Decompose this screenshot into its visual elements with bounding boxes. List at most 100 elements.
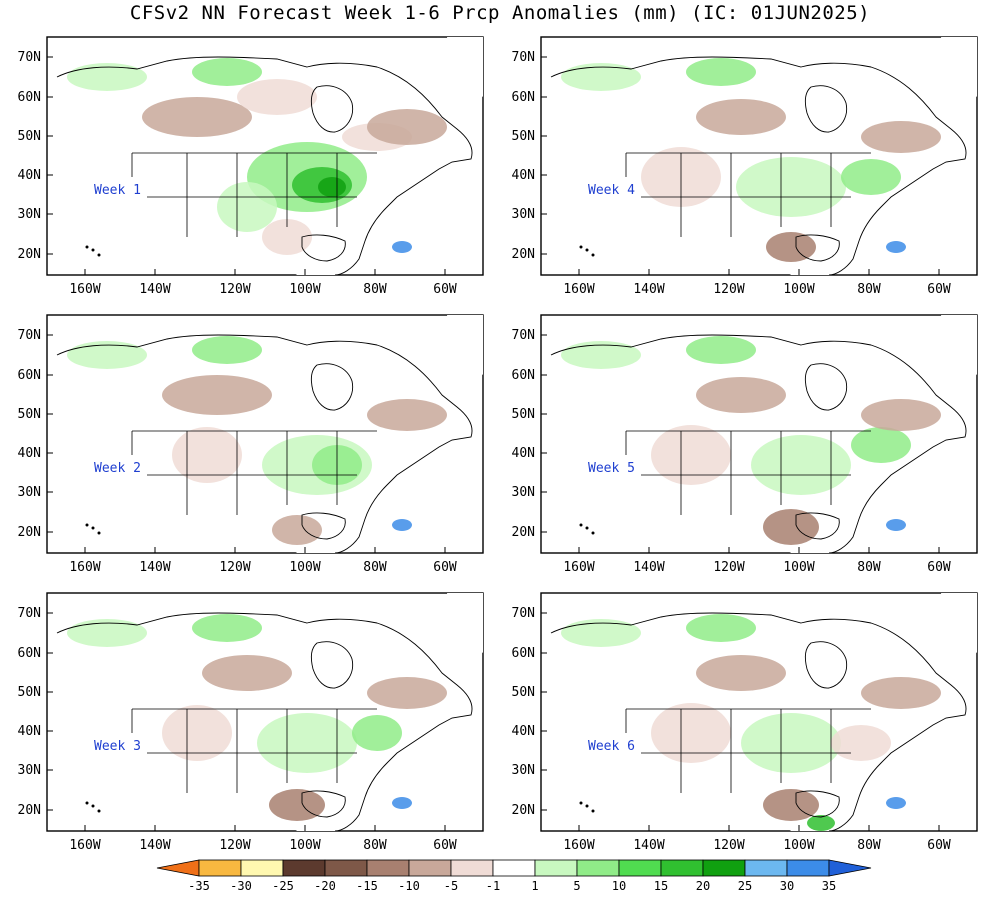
lat-label: 60N bbox=[512, 368, 535, 383]
colorbar-segment bbox=[744, 859, 788, 877]
map-area bbox=[56, 37, 483, 275]
anomaly-area bbox=[861, 677, 941, 709]
lat-label: 40N bbox=[18, 724, 41, 739]
hawaii-island bbox=[579, 801, 583, 805]
week-label: Week 3 bbox=[94, 739, 141, 754]
lon-label: 100W bbox=[289, 838, 320, 853]
coastline bbox=[550, 334, 967, 553]
lat-label: 40N bbox=[512, 724, 535, 739]
colorbar-segment bbox=[618, 859, 662, 877]
lon-label: 80W bbox=[363, 282, 387, 297]
anomaly-area bbox=[192, 336, 262, 364]
gulf-outline bbox=[301, 234, 346, 262]
anomaly-area bbox=[561, 63, 641, 91]
week-label: Week 1 bbox=[94, 183, 141, 198]
colorbar-label: 10 bbox=[612, 879, 626, 893]
gulf-outline bbox=[795, 790, 840, 818]
lon-label: 60W bbox=[927, 838, 951, 853]
map-area bbox=[550, 37, 977, 275]
anomaly-area bbox=[237, 79, 317, 115]
lon-label: 160W bbox=[69, 560, 100, 575]
land-shape bbox=[447, 315, 483, 375]
lon-label: 60W bbox=[433, 560, 457, 575]
gulf-outline bbox=[301, 512, 346, 540]
colorbar-segment bbox=[702, 859, 746, 877]
anomaly-area bbox=[392, 519, 412, 531]
anomaly-area bbox=[696, 99, 786, 135]
state-borders bbox=[131, 708, 377, 793]
lat-label: 50N bbox=[18, 129, 41, 144]
hawaii-island bbox=[591, 531, 595, 535]
lon-label: 140W bbox=[139, 560, 170, 575]
colorbar-label: 25 bbox=[738, 879, 752, 893]
lon-label: 100W bbox=[289, 560, 320, 575]
anomaly-area bbox=[831, 725, 891, 761]
land-shape bbox=[941, 593, 977, 653]
lon-label: 120W bbox=[219, 282, 250, 297]
land-shape bbox=[311, 85, 353, 133]
colorbar-segment bbox=[198, 859, 242, 877]
land-shape bbox=[805, 85, 847, 133]
colorbar-label: 15 bbox=[654, 879, 668, 893]
anomaly-area bbox=[741, 713, 841, 773]
anomaly-area bbox=[736, 157, 846, 217]
colorbar-label: -30 bbox=[230, 879, 252, 893]
lat-label: 70N bbox=[18, 50, 41, 65]
hawaii-island bbox=[97, 531, 101, 535]
hawaii-island bbox=[91, 804, 95, 808]
map-panel: 70N 60N 50N 40N 30N 20N 160W 140W 120W 100W 80W 60W… bbox=[512, 36, 978, 297]
colorbar-segment bbox=[576, 859, 620, 877]
hawaii-island bbox=[91, 248, 95, 252]
land-shape bbox=[447, 593, 483, 653]
anomaly-area bbox=[192, 58, 262, 86]
hawaii-island bbox=[97, 809, 101, 813]
lon-label: 120W bbox=[219, 838, 250, 853]
lat-label: 70N bbox=[512, 328, 535, 343]
anomaly-area bbox=[561, 341, 641, 369]
week-label: Week 6 bbox=[588, 739, 635, 754]
anomaly-area bbox=[763, 509, 819, 545]
lon-label: 60W bbox=[433, 282, 457, 297]
hawaii-island bbox=[91, 526, 95, 530]
anomaly-area bbox=[851, 427, 911, 463]
hudson-bay-outline bbox=[804, 85, 848, 133]
figure-title: CFSv2 NN Forecast Week 1-6 Prcp Anomalie… bbox=[129, 2, 871, 24]
anomaly-area bbox=[766, 232, 816, 262]
lon-label: 140W bbox=[633, 560, 664, 575]
anomaly-area bbox=[751, 435, 851, 495]
map-panel: 70N 60N 50N 40N 30N 20N 160W 140W 120W 100W 80W 60W… bbox=[18, 592, 484, 853]
anomaly-area bbox=[269, 789, 325, 821]
hawaii-island bbox=[585, 804, 589, 808]
lat-label: 20N bbox=[512, 803, 535, 818]
lat-label: 30N bbox=[512, 763, 535, 778]
coastline bbox=[56, 334, 473, 553]
land-shape bbox=[805, 641, 847, 689]
colorbar-segment bbox=[660, 859, 704, 877]
colorbar-label: -5 bbox=[444, 879, 458, 893]
lon-label: 100W bbox=[783, 560, 814, 575]
anomaly-area bbox=[651, 703, 731, 763]
colorbar-segment bbox=[786, 859, 830, 877]
colorbar-segment bbox=[324, 859, 368, 877]
colorbar-label: -35 bbox=[188, 879, 210, 893]
lon-label: 80W bbox=[363, 560, 387, 575]
state-borders bbox=[625, 152, 871, 237]
lon-label: 160W bbox=[69, 838, 100, 853]
land-shape bbox=[57, 613, 473, 831]
anomaly-area bbox=[392, 797, 412, 809]
lon-label: 100W bbox=[783, 282, 814, 297]
lon-label: 160W bbox=[563, 282, 594, 297]
anomaly-area bbox=[172, 427, 242, 483]
lon-label: 140W bbox=[633, 838, 664, 853]
lat-label: 50N bbox=[512, 685, 535, 700]
colorbar: -35 -30 -25 -20 -15 -10 -5 -1 1 5 10 15 20 25 30 35 bbox=[156, 859, 872, 893]
hawaii-island bbox=[85, 801, 89, 805]
hawaii-island bbox=[85, 523, 89, 527]
coastline bbox=[550, 612, 967, 831]
anomaly-area bbox=[202, 655, 292, 691]
lon-label: 140W bbox=[139, 282, 170, 297]
anomaly-area bbox=[696, 377, 786, 413]
anomaly-area bbox=[886, 519, 906, 531]
lat-label: 70N bbox=[18, 606, 41, 621]
